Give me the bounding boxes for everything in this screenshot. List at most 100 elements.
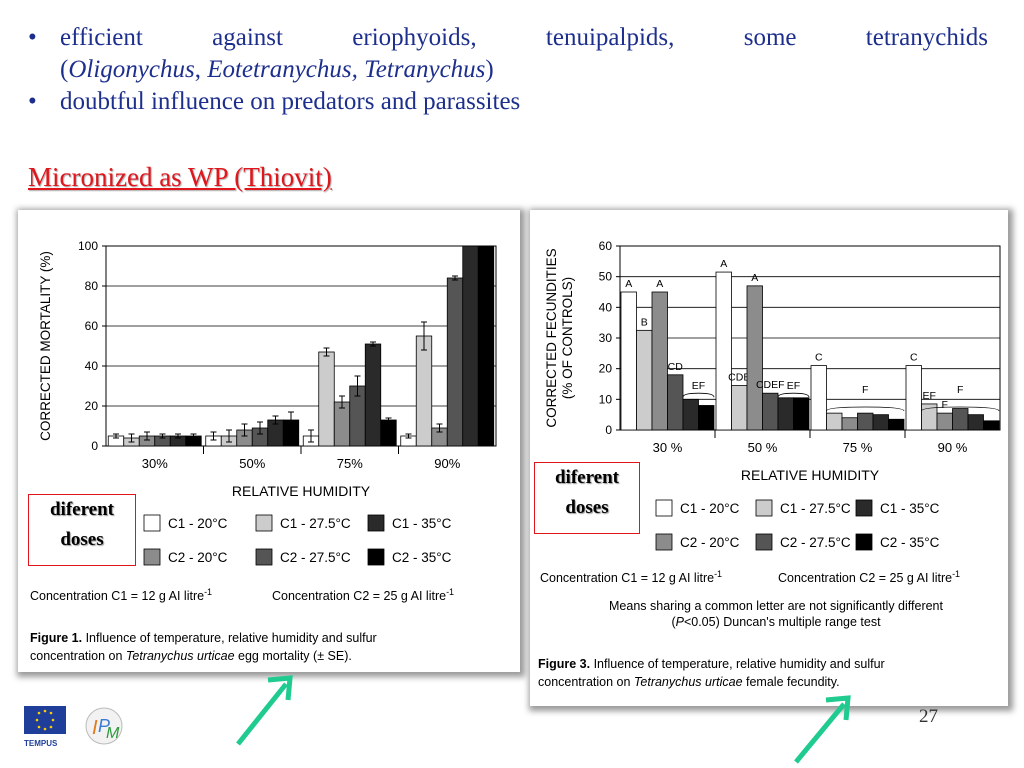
group-letter: EF bbox=[692, 380, 705, 392]
y-axis-label-2: (% OF CONTROLS) bbox=[560, 277, 575, 399]
doses-callout-line-2: doses bbox=[60, 529, 104, 550]
concentration-c1: Concentration C1 = 12 g AI litre-1 bbox=[540, 569, 722, 585]
arrow-head bbox=[267, 675, 293, 701]
bar bbox=[682, 398, 699, 431]
arrow-to-figure-3 bbox=[794, 695, 851, 764]
page-number: 27 bbox=[919, 706, 938, 727]
legend-label: C2 - 35°C bbox=[880, 535, 940, 550]
bar bbox=[415, 335, 433, 447]
figure-3-panel: 0 10 20 30 40 50 60 CORRECTED FECUNDITIES (% OF … bbox=[530, 210, 1008, 706]
x-tick-label: 90% bbox=[434, 456, 460, 471]
means-note-line-2: (P<0.05) Duncan's multiple range test bbox=[671, 615, 881, 629]
legend-swatch bbox=[855, 499, 873, 517]
bullet-item-1-line-1: efficient against eriophyoids, tenuipalp… bbox=[60, 24, 988, 51]
y-tick-label: 20 bbox=[85, 399, 99, 413]
bar bbox=[857, 412, 874, 431]
concentration-c2: Concentration C2 = 25 g AI litre-1 bbox=[272, 587, 454, 603]
bar bbox=[826, 412, 843, 431]
y-tick-label: 0 bbox=[91, 439, 98, 453]
y-tick-label: 40 bbox=[599, 300, 613, 314]
ipm-logo-icon: I P M bbox=[85, 707, 123, 745]
bullet-marker: • bbox=[28, 24, 37, 51]
significance-letter: F bbox=[942, 399, 948, 411]
svg-text:I: I bbox=[92, 717, 98, 739]
x-tick-label: 30 % bbox=[653, 440, 683, 455]
bar bbox=[905, 365, 922, 431]
bar bbox=[462, 245, 479, 447]
bar bbox=[810, 365, 827, 431]
bar bbox=[762, 392, 779, 431]
legend-label: C1 - 35°C bbox=[392, 516, 452, 531]
genus-oligonychus: Oligonychus bbox=[68, 56, 195, 83]
bar bbox=[364, 343, 382, 447]
figure-caption-line-1: Figure 3. Influence of temperature, rela… bbox=[538, 657, 885, 671]
x-tick-label: 90 % bbox=[938, 440, 968, 455]
bar bbox=[698, 405, 715, 431]
significance-letter: A bbox=[656, 278, 663, 290]
bar bbox=[380, 419, 397, 447]
significance-letter: B bbox=[641, 316, 648, 328]
bullet-item-2: • doubtful influence on predators and pa… bbox=[28, 86, 988, 118]
y-tick-label: 30 bbox=[599, 331, 613, 345]
significance-letter: A bbox=[751, 272, 758, 284]
bullet-list: • efficient against eriophyoids, tenuipa… bbox=[28, 22, 988, 118]
legend-label: C2 - 20°C bbox=[168, 550, 228, 565]
bar bbox=[667, 374, 684, 431]
y-tick-label: 60 bbox=[599, 239, 613, 253]
legend-swatch bbox=[367, 548, 385, 566]
y-tick-label: 10 bbox=[599, 392, 613, 406]
bar bbox=[952, 408, 969, 431]
svg-text:P: P bbox=[98, 716, 110, 736]
y-tick-label: 40 bbox=[85, 359, 99, 373]
x-tick-label: 75 % bbox=[843, 440, 873, 455]
group-bracket bbox=[777, 392, 810, 398]
bar bbox=[983, 420, 1000, 431]
y-tick-label: 80 bbox=[85, 279, 99, 293]
legend-swatch bbox=[255, 514, 273, 532]
group-bracket bbox=[682, 392, 715, 398]
significance-letter: EF bbox=[923, 390, 936, 402]
x-tick-label: 50% bbox=[239, 456, 265, 471]
significance-letter: CDEF bbox=[756, 379, 785, 391]
tempus-logo-text: TEMPUS bbox=[24, 739, 58, 748]
group-letter: F bbox=[957, 384, 963, 396]
bar bbox=[636, 329, 653, 431]
x-tick-label: 50 % bbox=[748, 440, 778, 455]
bar bbox=[620, 291, 637, 431]
bullet-item-2-text: doubtful influence on predators and para… bbox=[60, 88, 521, 115]
group-letter: F bbox=[862, 384, 868, 396]
legend-swatch bbox=[143, 514, 161, 532]
legend-label: C2 - 27.5°C bbox=[780, 535, 851, 550]
bullet-item-1: • efficient against eriophyoids, tenuipa… bbox=[28, 22, 988, 86]
genus-list: Eotetranychus, Tetranychus bbox=[207, 56, 486, 83]
x-axis-label: RELATIVE HUMIDITY bbox=[741, 467, 880, 483]
x-tick-label: 75% bbox=[337, 456, 363, 471]
bar bbox=[651, 291, 668, 431]
bullet-marker: • bbox=[28, 88, 37, 115]
bar bbox=[333, 401, 351, 447]
means-note-line-1: Means sharing a common letter are not si… bbox=[609, 599, 943, 613]
figure-caption-line-2: concentration on Tetranychus urticae fem… bbox=[538, 675, 840, 689]
figure-caption-line-2: concentration on Tetranychus urticae egg… bbox=[30, 649, 352, 663]
y-tick-label: 60 bbox=[85, 319, 99, 333]
bar bbox=[888, 418, 905, 431]
x-axis-label: RELATIVE HUMIDITY bbox=[232, 483, 371, 499]
significance-letter: CDE bbox=[728, 372, 750, 384]
y-axis-label: CORRECTED FECUNDITIES bbox=[544, 248, 559, 427]
legend-label: C2 - 35°C bbox=[392, 550, 452, 565]
bar bbox=[936, 412, 953, 431]
bar bbox=[777, 397, 794, 431]
figure-1-panel: 0 20 40 60 80 100 CORRECTED MORTALITY (%) 30% 50… bbox=[18, 210, 520, 672]
legend-swatch bbox=[755, 499, 773, 517]
legend-swatch bbox=[855, 533, 873, 551]
arrow-to-figure-1 bbox=[236, 675, 293, 746]
legend-label: C2 - 20°C bbox=[680, 535, 740, 550]
slide-subtitle: Micronized as WP (Thiovit) bbox=[28, 162, 332, 192]
bar bbox=[731, 385, 748, 431]
bar bbox=[967, 414, 984, 431]
bar bbox=[746, 285, 763, 431]
fecundity-chart: 0 10 20 30 40 50 60 CORRECTED FECUNDITIES (% OF … bbox=[538, 239, 1001, 689]
significance-letter: A bbox=[720, 258, 727, 270]
doses-callout-2: diferent doses bbox=[534, 462, 640, 534]
plot-frame bbox=[105, 245, 497, 447]
